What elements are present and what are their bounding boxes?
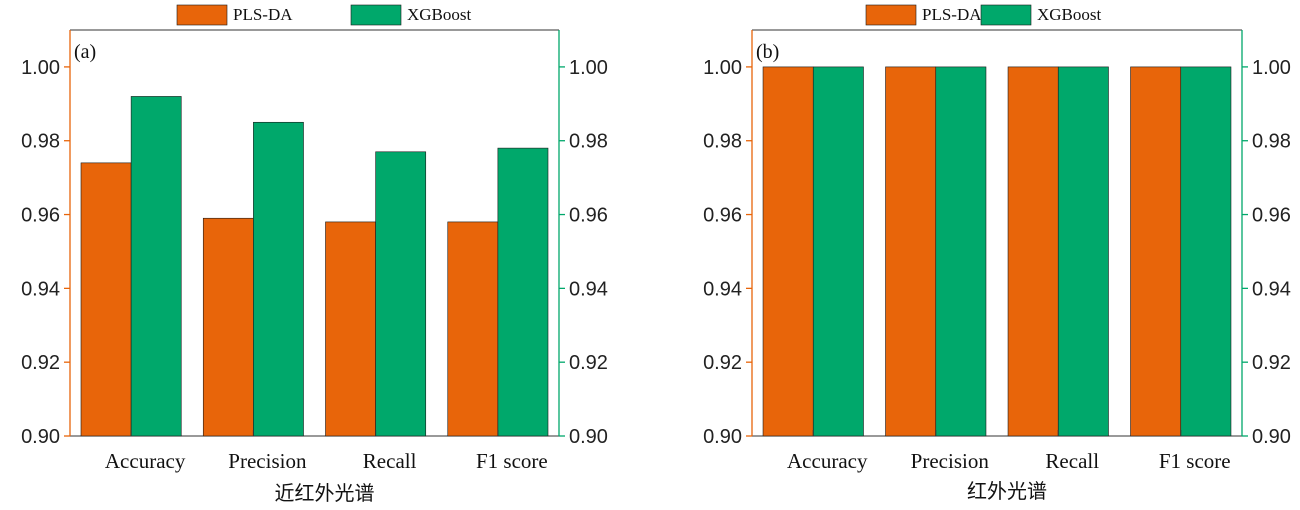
right-y-tick-label: 0.96 bbox=[1252, 205, 1291, 227]
legend-label-xgboost: XGBoost bbox=[1037, 5, 1102, 24]
x-tick-label: Recall bbox=[1045, 449, 1099, 473]
bar-xgboost-recall bbox=[375, 151, 427, 437]
legend-swatch-xgboost bbox=[350, 4, 402, 26]
left-y-tick-label: 0.94 bbox=[703, 278, 742, 300]
right-y-tick-label: 0.94 bbox=[1252, 278, 1291, 300]
bar-pls-da-precision bbox=[885, 66, 937, 437]
bar-xgboost-f1-score bbox=[497, 147, 549, 437]
x-tick-label: Precision bbox=[228, 449, 307, 473]
legend-label-xgboost: XGBoost bbox=[407, 5, 472, 24]
bar-xgboost-accuracy bbox=[812, 66, 864, 437]
bar-pls-da-f1-score bbox=[1130, 66, 1182, 437]
left-y-tick-label: 1.00 bbox=[21, 57, 60, 79]
panel-a: 0.90 0.90 0.92 0.92 0.94 0.94 0.96 0.96 0.98 0.98… bbox=[21, 4, 608, 505]
panel-label: (a) bbox=[74, 41, 96, 63]
right-y-tick-label: 0.92 bbox=[1252, 352, 1291, 374]
left-y-tick-label: 0.96 bbox=[703, 205, 742, 227]
bar-pls-da-precision bbox=[202, 217, 254, 437]
bar-xgboost-recall bbox=[1057, 66, 1109, 437]
x-tick-label: Precision bbox=[911, 449, 990, 473]
bar-pls-da-recall bbox=[325, 221, 376, 437]
left-y-tick-label: 0.90 bbox=[21, 426, 60, 448]
right-y-tick-label: 0.94 bbox=[569, 278, 608, 300]
x-tick-label: Accuracy bbox=[787, 449, 868, 473]
left-y-tick-label: 0.98 bbox=[703, 131, 742, 153]
legend-swatch-xgboost bbox=[980, 4, 1032, 26]
legend-swatch-pls-da bbox=[176, 4, 228, 26]
right-y-tick-label: 0.90 bbox=[569, 426, 608, 448]
left-y-tick-label: 1.00 bbox=[703, 57, 742, 79]
right-y-tick-label: 0.96 bbox=[569, 205, 608, 227]
x-tick-label: F1 score bbox=[476, 449, 548, 473]
bar-xgboost-accuracy bbox=[130, 96, 182, 437]
bar-xgboost-precision bbox=[253, 121, 304, 437]
right-y-tick-label: 0.90 bbox=[1252, 426, 1291, 448]
bar-xgboost-f1-score bbox=[1180, 66, 1232, 437]
left-y-tick-label: 0.96 bbox=[21, 205, 60, 227]
legend: PLS-DA XGBoost bbox=[176, 4, 472, 26]
legend-label-pls-da: PLS-DA bbox=[233, 5, 293, 24]
x-axis-title: 红外光谱 bbox=[967, 479, 1047, 503]
x-axis-title: 近红外光谱 bbox=[275, 481, 375, 505]
left-y-tick-label: 0.92 bbox=[21, 352, 60, 374]
legend: PLS-DA XGBoost bbox=[865, 4, 1102, 26]
bar-pls-da-accuracy bbox=[762, 66, 814, 437]
right-y-tick-label: 0.98 bbox=[1252, 131, 1291, 153]
left-y-tick-label: 0.94 bbox=[21, 278, 60, 300]
legend-swatch-pls-da bbox=[865, 4, 917, 26]
left-y-tick-label: 0.98 bbox=[21, 131, 60, 153]
x-tick-label: Recall bbox=[363, 449, 417, 473]
right-y-tick-label: 0.98 bbox=[569, 131, 608, 153]
right-y-tick-label: 1.00 bbox=[1252, 57, 1291, 79]
bar-pls-da-recall bbox=[1007, 66, 1059, 437]
bar-xgboost-precision bbox=[935, 66, 987, 437]
panel-b: 0.90 0.90 0.92 0.92 0.94 0.94 0.96 0.96 0.98 0.98… bbox=[703, 4, 1291, 503]
legend-label-pls-da: PLS-DA bbox=[922, 5, 982, 24]
panel-label: (b) bbox=[756, 41, 779, 63]
left-y-tick-label: 0.92 bbox=[703, 352, 742, 374]
left-y-tick-label: 0.90 bbox=[703, 426, 742, 448]
right-y-tick-label: 1.00 bbox=[569, 57, 608, 79]
bar-pls-da-f1-score bbox=[447, 221, 499, 437]
x-tick-label: Accuracy bbox=[105, 449, 186, 473]
bar-pls-da-accuracy bbox=[80, 162, 132, 437]
x-tick-label: F1 score bbox=[1159, 449, 1231, 473]
right-y-tick-label: 0.92 bbox=[569, 352, 608, 374]
